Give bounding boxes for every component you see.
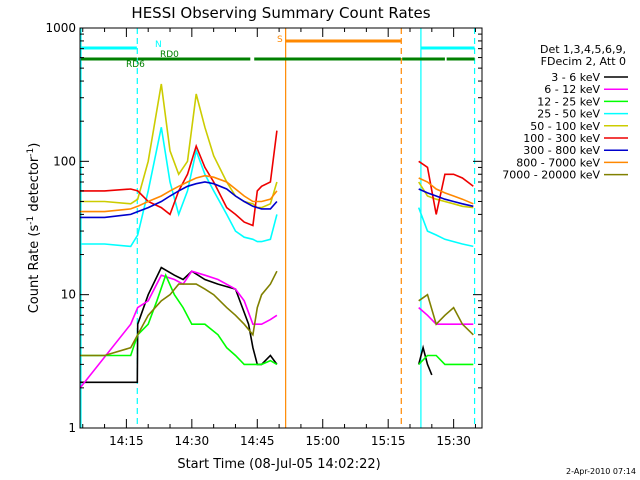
legend-item-label: 6 - 12 keV [544, 83, 600, 96]
y-axis-label-end: ) [27, 143, 42, 148]
y-axis-label-sup2: -1 [26, 148, 36, 157]
y-tick-label: 1 [68, 421, 76, 435]
series-line-4-part-1 [80, 127, 278, 248]
series-line-2-part-1 [79, 270, 278, 389]
series-line-7-part-2 [418, 188, 474, 208]
series-line-5-part-2 [418, 181, 474, 209]
legend: Det 1,3,4,5,6,9, FDecim 2, Att 0 3 - 6 k… [502, 43, 628, 182]
legend-item-label: 12 - 25 keV [537, 95, 600, 108]
y-axis-label: Count Rate (s-1 detector-1) [26, 143, 42, 314]
legend-item-label: 50 - 100 keV [530, 120, 600, 133]
y-tick-label: 10 [61, 288, 76, 302]
series-line-9-part-1 [80, 270, 278, 357]
x-tick-label: 14:30 [175, 434, 210, 448]
x-tick-label: 15:15 [371, 434, 406, 448]
x-tick-label: 15:00 [305, 434, 340, 448]
series-line-9-part-2 [418, 293, 474, 336]
plot-frame [79, 27, 483, 429]
series-line-8-part-1 [80, 174, 278, 213]
y-tick-label: 100 [53, 154, 76, 168]
flag-label-rd0: RD0 [160, 50, 179, 60]
x-tick-label: 15:30 [436, 434, 471, 448]
series-line-3-part-2 [418, 354, 474, 366]
legend-item-label: 800 - 7000 keV [516, 156, 600, 169]
chart-title: HESSI Observing Summary Count Rates [131, 4, 430, 22]
legend-header-2: FDecim 2, Att 0 [541, 55, 626, 68]
flag-label-s: S [277, 35, 283, 45]
series-line-7-part-1 [80, 181, 278, 219]
y-axis-label-sup1: -1 [26, 216, 36, 225]
series-line-8-part-2 [418, 177, 474, 205]
flag-label-n: N [155, 40, 162, 50]
y-axis-label-main: Count Rate (s [27, 225, 42, 314]
legend-item-label: 300 - 800 keV [523, 144, 600, 157]
footer-timestamp: 2-Apr-2010 07:14 [566, 467, 636, 476]
legend-item-label: 3 - 6 keV [551, 71, 600, 84]
legend-header-1: Det 1,3,4,5,6,9, [540, 43, 626, 56]
series-line-6-part-1 [80, 130, 278, 227]
series-line-6-part-2 [418, 160, 474, 215]
axes: 1 10 100 1000 14:15 14:30 14:45 15:00 15:15 15:30 [45, 21, 482, 448]
y-axis-label-mid: detector [27, 156, 42, 216]
legend-item-label: 100 - 300 keV [523, 132, 600, 145]
x-axis-label: Start Time (08-Jul-05 14:02:22) [177, 457, 380, 472]
legend-item-label: 25 - 50 keV [537, 108, 600, 121]
series-line-4-part-2 [417, 207, 474, 248]
legend-item-label: 7000 - 20000 keV [502, 169, 600, 182]
x-tick-label: 14:45 [240, 434, 275, 448]
flag-label-rd6: RD6 [126, 60, 145, 70]
y-tick-label: 1000 [45, 21, 76, 35]
x-tick-label: 14:15 [109, 434, 144, 448]
series-line-1-part-2 [417, 344, 433, 376]
